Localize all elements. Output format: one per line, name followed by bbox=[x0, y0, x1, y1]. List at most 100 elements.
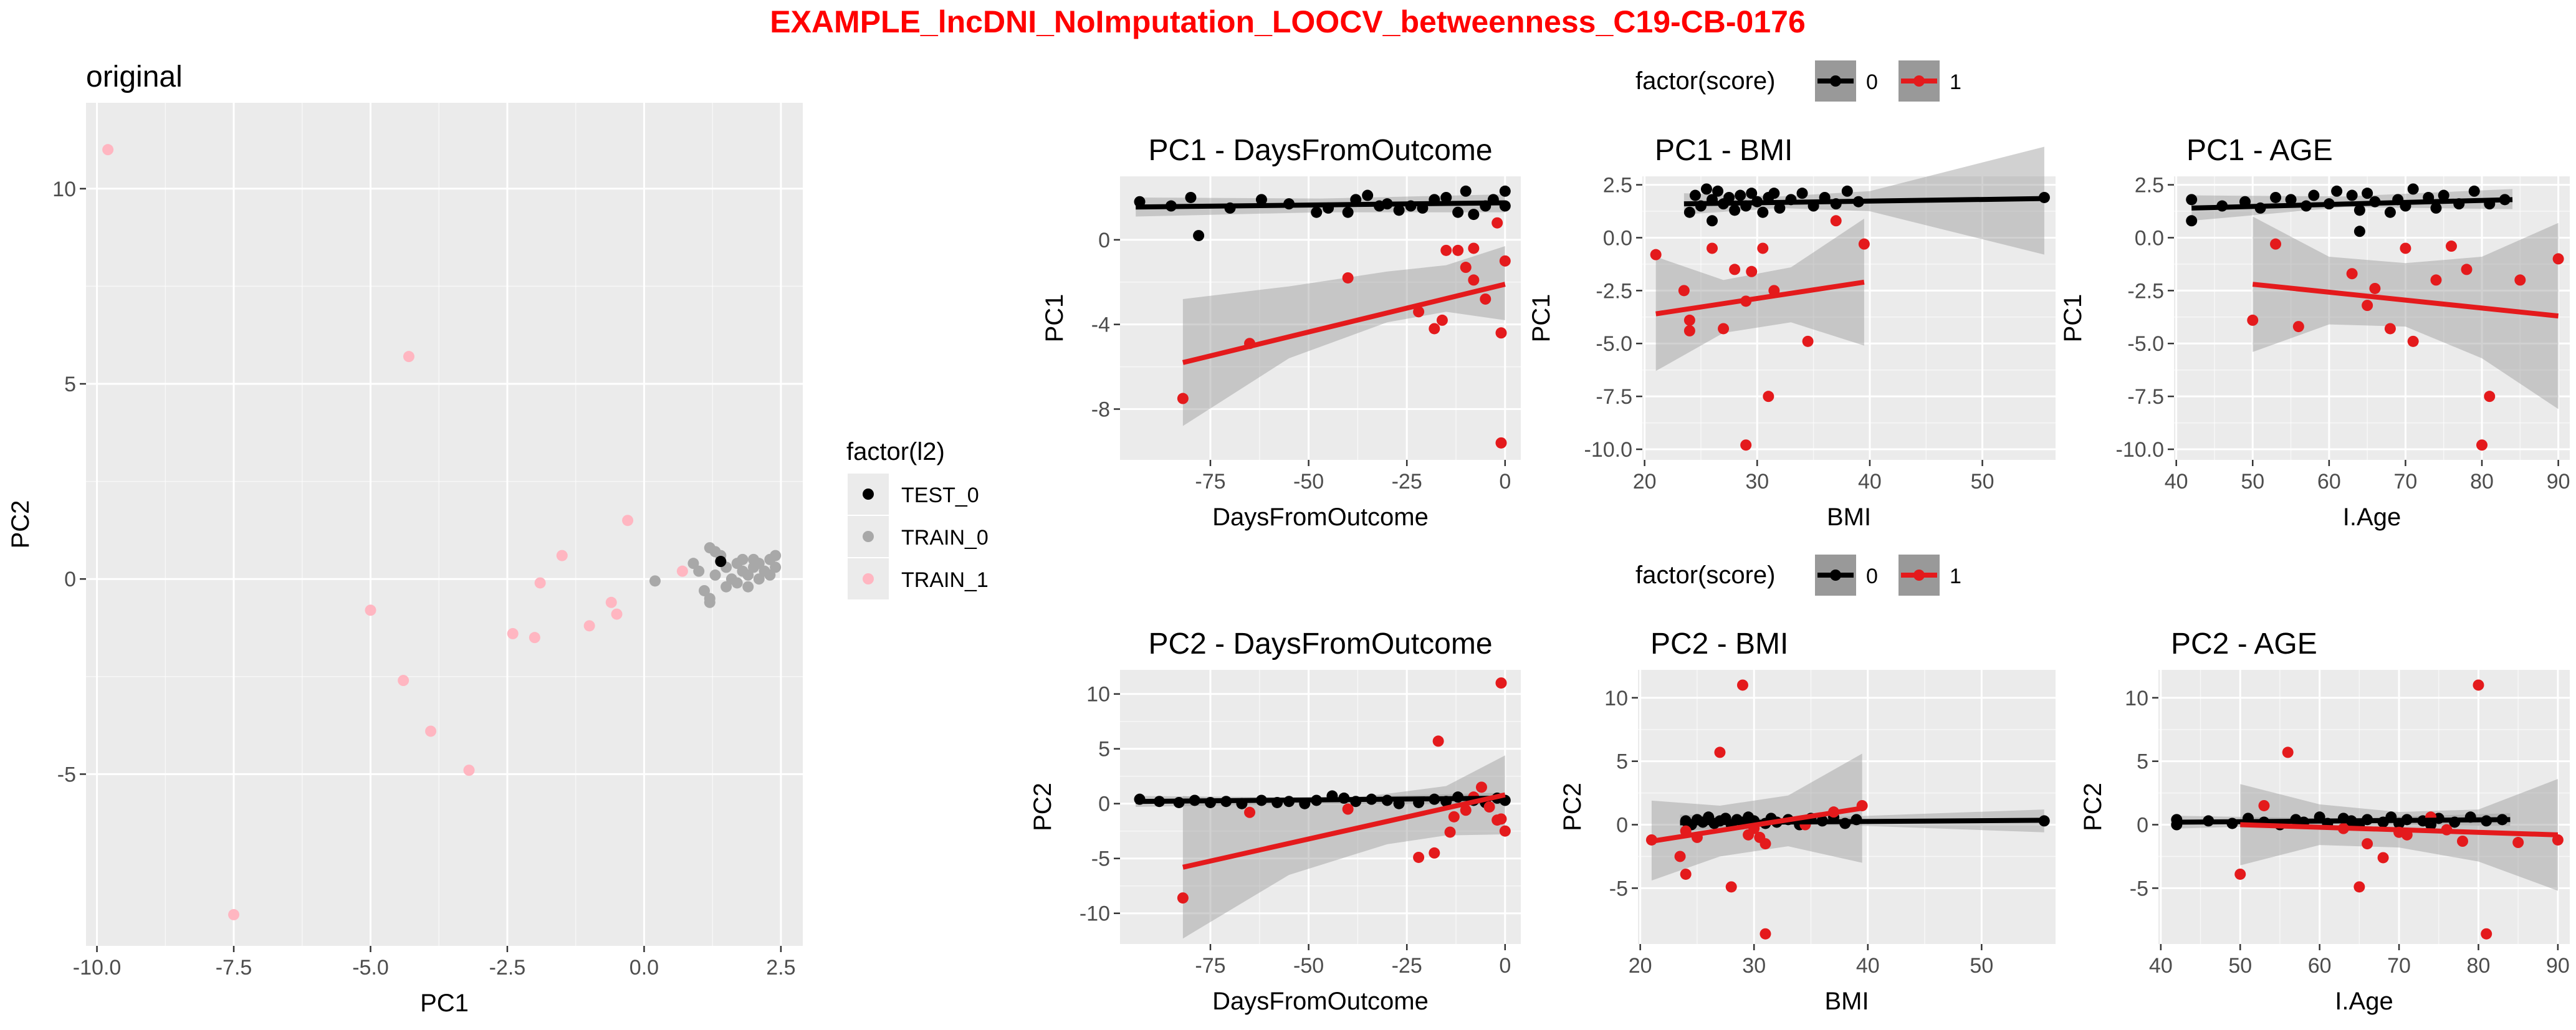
legend-l2: factor(l2) TEST_0 TRAIN_0 TRAIN_1 bbox=[846, 438, 989, 599]
y-tick-label: 5 bbox=[64, 373, 76, 396]
legend-score-bottom: factor(score) 0 1 bbox=[1635, 555, 1961, 596]
point-score-0 bbox=[1707, 215, 1718, 227]
point-score-1 bbox=[1177, 393, 1189, 404]
point-score-1 bbox=[1760, 928, 1771, 940]
point-test_0 bbox=[715, 556, 727, 568]
point-train_1 bbox=[365, 604, 376, 616]
point-train_0 bbox=[693, 565, 705, 577]
fit-line-score-0 bbox=[1680, 818, 2044, 826]
x-axis-title: DaysFromOutcome bbox=[1212, 988, 1429, 1015]
point-score-1 bbox=[2430, 274, 2442, 286]
point-score-1 bbox=[2377, 852, 2389, 864]
point-score-1 bbox=[2400, 242, 2411, 254]
point-score-0 bbox=[1460, 185, 1472, 197]
y-tick-label: 0.0 bbox=[1603, 226, 1632, 250]
point-score-0 bbox=[1774, 202, 1786, 214]
point-score-0 bbox=[1311, 206, 1323, 218]
point-score-1 bbox=[1495, 327, 1507, 339]
fit-line-score-1 bbox=[1655, 279, 1865, 317]
panel-pc2_days: -75 -50 -25 0 10 5 0 -5 -10 DaysFromOutcome PC2 PC2… bbox=[1029, 627, 1521, 1015]
y-tick-label: -5.0 bbox=[1596, 332, 1632, 356]
point-score-1 bbox=[1342, 272, 1354, 284]
y-axis-title: PC2 bbox=[1029, 783, 1056, 831]
confidence-band-score-1 bbox=[1182, 246, 1505, 426]
figure-title: EXAMPLE_lncDNI_NoImputation_LOOCV_betwee… bbox=[770, 4, 1806, 39]
point-score-0 bbox=[2186, 194, 2198, 206]
point-score-0 bbox=[1712, 185, 1724, 197]
point-score-0 bbox=[2308, 189, 2320, 201]
y-tick-label: 0 bbox=[2137, 814, 2148, 837]
y-tick-label: -8 bbox=[1091, 398, 1110, 422]
point-score-1 bbox=[1707, 242, 1718, 254]
point-train_1 bbox=[622, 515, 634, 527]
x-tick-label: 20 bbox=[1633, 470, 1657, 494]
point-score-1 bbox=[1680, 868, 1692, 880]
point-score-1 bbox=[1468, 242, 1480, 254]
y-tick-label: 0 bbox=[1616, 814, 1628, 837]
point-train_0 bbox=[737, 553, 749, 565]
x-axis-title: BMI bbox=[1824, 988, 1869, 1015]
point-train_0 bbox=[742, 581, 754, 593]
y-tick-label: 5 bbox=[1616, 750, 1628, 774]
point-score-0 bbox=[1362, 189, 1374, 201]
point-score-0 bbox=[1342, 206, 1354, 218]
legend-l2-marker-0 bbox=[863, 489, 874, 500]
fit-line-score-0 bbox=[1136, 795, 1505, 804]
point-train_1 bbox=[529, 632, 540, 644]
point-score-0 bbox=[1796, 188, 1808, 199]
point-score-0 bbox=[1757, 206, 1769, 218]
y-tick-label: 2.5 bbox=[1603, 174, 1632, 198]
point-train_0 bbox=[687, 558, 699, 570]
y-tick-label: -5 bbox=[1091, 847, 1110, 871]
point-score-1 bbox=[2514, 274, 2526, 286]
point-score-1 bbox=[2552, 253, 2564, 265]
x-tick-label: 50 bbox=[1970, 954, 1993, 978]
point-score-1 bbox=[1342, 803, 1354, 815]
point-train_1 bbox=[583, 620, 595, 632]
point-score-0 bbox=[2285, 194, 2297, 206]
point-score-0 bbox=[1452, 206, 1464, 218]
point-score-0 bbox=[1255, 194, 1267, 206]
point-score-1 bbox=[1858, 238, 1870, 250]
point-score-1 bbox=[1736, 679, 1748, 691]
legend-l2-label-2: TRAIN_1 bbox=[901, 568, 989, 592]
point-score-1 bbox=[1802, 335, 1814, 347]
y-axis-title: PC1 bbox=[2059, 294, 2087, 343]
point-score-1 bbox=[1460, 262, 1472, 274]
point-score-1 bbox=[2461, 264, 2473, 275]
point-train_1 bbox=[611, 608, 623, 620]
fit-line-score-0 bbox=[1136, 200, 1505, 210]
legend-score-bottom-marker-1 bbox=[1913, 570, 1925, 581]
x-tick-label: 40 bbox=[2165, 470, 2188, 494]
point-train_0 bbox=[649, 575, 661, 587]
point-train_0 bbox=[770, 550, 782, 561]
fit-line-score-0 bbox=[2176, 817, 2511, 825]
point-score-0 bbox=[1440, 191, 1452, 203]
point-score-0 bbox=[2438, 189, 2449, 201]
x-axis-title: I.Age bbox=[2335, 988, 2393, 1015]
x-tick-label: 40 bbox=[1856, 954, 1880, 978]
panel-background bbox=[1120, 176, 1521, 460]
point-score-1 bbox=[2407, 335, 2419, 347]
x-tick-label: -50 bbox=[1293, 470, 1324, 494]
y-tick-label: 0 bbox=[1098, 229, 1110, 252]
panel-pc1_days: -75 -50 -25 0 0 -4 -8 DaysFromOutcome PC1 PC1 - D… bbox=[1041, 134, 1521, 531]
y-tick-label: -10.0 bbox=[2116, 438, 2165, 462]
point-train_1 bbox=[605, 596, 617, 608]
point-score-1 bbox=[1413, 306, 1425, 318]
legend-l2-marker-2 bbox=[863, 573, 874, 584]
point-score-1 bbox=[2270, 238, 2282, 250]
point-score-1 bbox=[2484, 391, 2496, 403]
point-train_1 bbox=[425, 725, 437, 737]
point-score-1 bbox=[2258, 799, 2270, 811]
legend-score-bottom-marker-0 bbox=[1830, 570, 1841, 581]
y-tick-label: 2.5 bbox=[2135, 174, 2164, 198]
panel-title: PC2 - DaysFromOutcome bbox=[1148, 627, 1492, 660]
x-tick-label: 40 bbox=[2149, 954, 2173, 978]
x-axis-title: DaysFromOutcome bbox=[1212, 503, 1429, 531]
x-tick-label: 90 bbox=[2547, 470, 2570, 494]
x-tick-label: 0.0 bbox=[630, 956, 659, 980]
x-tick-label: -25 bbox=[1392, 470, 1422, 494]
point-score-1 bbox=[1436, 314, 1448, 326]
